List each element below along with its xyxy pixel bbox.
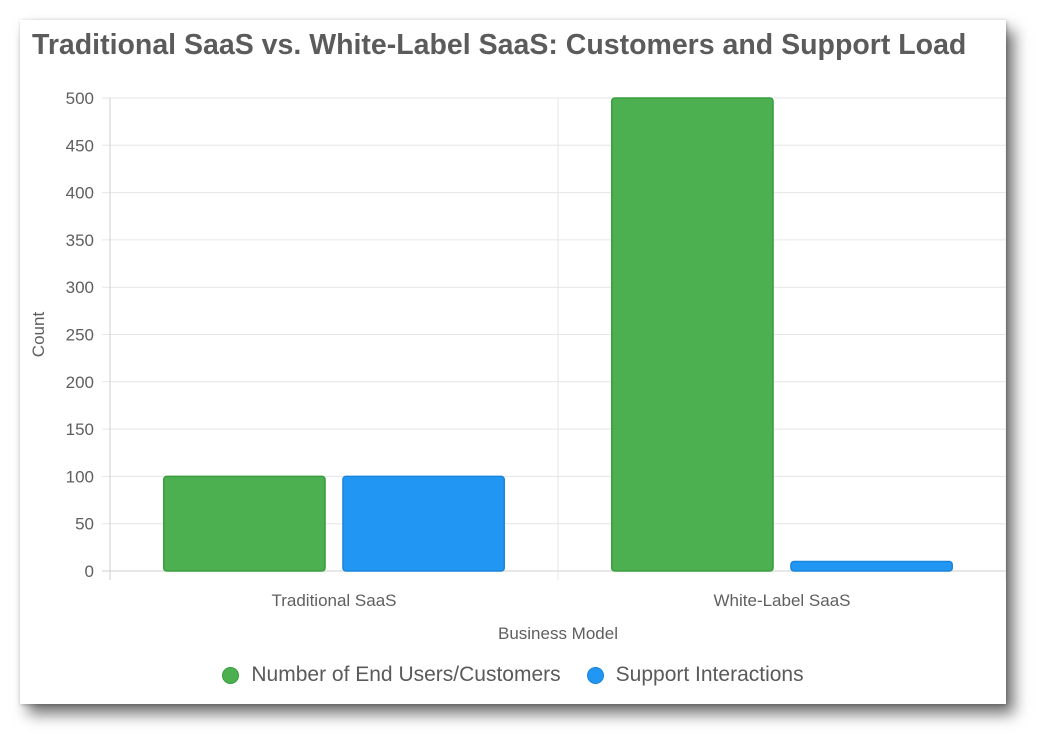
y-tick-label: 50	[75, 515, 94, 534]
y-tick-label: 400	[66, 184, 94, 203]
y-tick-label: 150	[66, 420, 94, 439]
y-tick-label: 350	[66, 231, 94, 250]
bars-group	[163, 97, 953, 572]
y-tick-label: 300	[66, 278, 94, 297]
x-tick-labels: Traditional SaaS White-Label SaaS	[271, 591, 850, 610]
bar-traditional-saas-number-of-end-users-customers[interactable]	[163, 475, 326, 572]
y-axis-label: Count	[29, 312, 48, 358]
y-tick-label: 450	[66, 136, 94, 155]
legend-item-end-users[interactable]: Number of End Users/Customers	[222, 663, 561, 687]
x-tick-label: White-Label SaaS	[713, 591, 850, 610]
y-tick-label: 200	[66, 373, 94, 392]
y-tick-label: 500	[66, 89, 94, 108]
legend-swatch-support	[586, 666, 604, 684]
bar-white-label-saas-support-interactions[interactable]	[790, 560, 953, 572]
y-tick-label: 0	[85, 562, 94, 581]
x-axis-label: Business Model	[498, 624, 618, 643]
legend-label-end-users: Number of End Users/Customers	[251, 663, 561, 686]
bar-white-label-saas-number-of-end-users-customers[interactable]	[611, 97, 774, 572]
x-tick-label: Traditional SaaS	[271, 591, 396, 610]
chart-title: Traditional SaaS vs. White-Label SaaS: C…	[32, 29, 967, 61]
y-tick-label: 100	[66, 467, 94, 486]
bar-traditional-saas-support-interactions[interactable]	[342, 475, 505, 572]
chart-legend: Number of End Users/Customers Support In…	[20, 663, 1006, 687]
legend-label-support: Support Interactions	[615, 663, 804, 686]
chart-card: Traditional SaaS vs. White-Label SaaS: C…	[20, 20, 1006, 704]
legend-swatch-end-users	[222, 666, 240, 684]
y-tick-label: 250	[66, 326, 94, 345]
legend-item-support[interactable]: Support Interactions	[586, 663, 804, 687]
